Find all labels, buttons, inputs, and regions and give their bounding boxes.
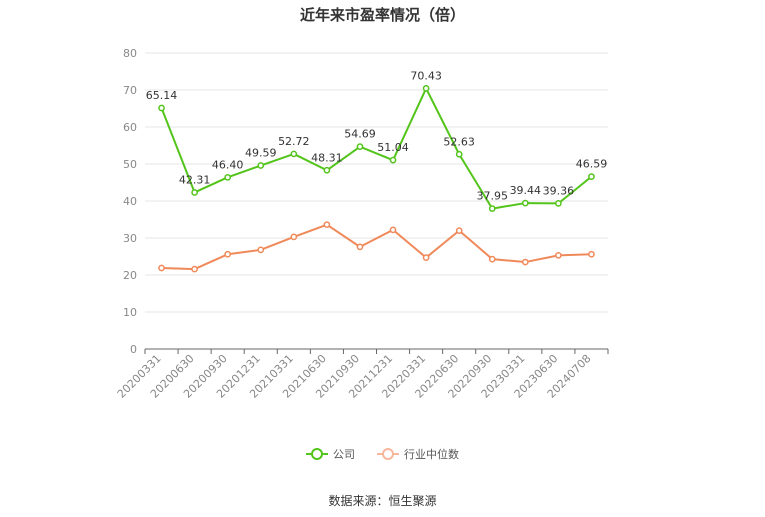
data-label: 54.69 — [344, 128, 376, 141]
legend-swatch-company — [306, 448, 328, 460]
data-point-0 — [257, 162, 265, 169]
series-line-1 — [161, 223, 592, 271]
data-label: 42.31 — [179, 173, 211, 186]
data-point-0 — [422, 85, 430, 92]
data-point-0 — [455, 150, 463, 158]
y-tick-label: 0 — [130, 343, 137, 356]
source-note: 数据来源：恒生聚源 — [328, 494, 437, 508]
data-point-1 — [257, 246, 265, 254]
y-tick-label: 60 — [123, 121, 137, 134]
legend-swatch-industry-median — [377, 448, 399, 460]
data-point-1 — [290, 233, 298, 241]
data-point-1 — [191, 265, 198, 273]
legend-item-company[interactable]: 公司 — [306, 446, 355, 462]
data-point-1 — [323, 221, 331, 229]
data-label: 52.72 — [278, 135, 310, 148]
data-label: 46.40 — [212, 158, 244, 171]
data-point-0 — [158, 104, 165, 112]
data-point-1 — [521, 258, 529, 266]
data-label: 39.36 — [543, 184, 575, 197]
data-point-0 — [389, 156, 397, 164]
data-point-0 — [191, 189, 198, 196]
data-point-1 — [422, 254, 430, 261]
y-tick-label: 40 — [123, 195, 137, 208]
legend-item-industry-median[interactable]: 行业中位数 — [377, 446, 459, 462]
y-tick-label: 20 — [123, 269, 137, 282]
data-label: 46.59 — [576, 158, 608, 171]
data-point-1 — [555, 252, 562, 259]
data-point-1 — [455, 227, 463, 234]
data-point-0 — [356, 143, 364, 150]
data-point-1 — [588, 250, 595, 258]
data-label: 49.59 — [245, 147, 277, 160]
data-label: 39.44 — [510, 184, 542, 197]
y-tick-label: 50 — [123, 158, 137, 171]
data-point-0 — [555, 200, 562, 207]
data-label: 52.63 — [443, 135, 475, 148]
data-point-1 — [488, 255, 496, 263]
data-point-0 — [588, 173, 595, 180]
y-tick-label: 70 — [123, 84, 137, 97]
series-line-0 — [160, 87, 593, 210]
data-point-1 — [224, 250, 232, 258]
data-point-1 — [389, 226, 397, 234]
data-label: 51.04 — [377, 141, 409, 154]
y-tick-label: 30 — [123, 232, 137, 245]
legend-label-industry-median: 行业中位数 — [404, 448, 459, 461]
legend-label-company: 公司 — [333, 448, 355, 461]
data-point-0 — [224, 173, 232, 181]
data-point-0 — [488, 205, 496, 212]
data-point-0 — [290, 150, 298, 158]
data-label: 70.43 — [410, 69, 442, 82]
data-point-1 — [158, 264, 165, 272]
data-label: 37.95 — [477, 190, 509, 203]
chart-legend: 公司 行业中位数 — [0, 446, 765, 462]
chart-title: 近年来市盈率情况（倍） — [299, 6, 465, 24]
data-point-0 — [521, 199, 529, 207]
data-point-0 — [323, 166, 331, 174]
data-label: 48.31 — [311, 151, 343, 164]
y-tick-label: 10 — [123, 306, 137, 319]
data-point-1 — [356, 243, 364, 251]
data-label: 65.14 — [146, 89, 178, 102]
y-tick-label: 80 — [123, 47, 137, 60]
